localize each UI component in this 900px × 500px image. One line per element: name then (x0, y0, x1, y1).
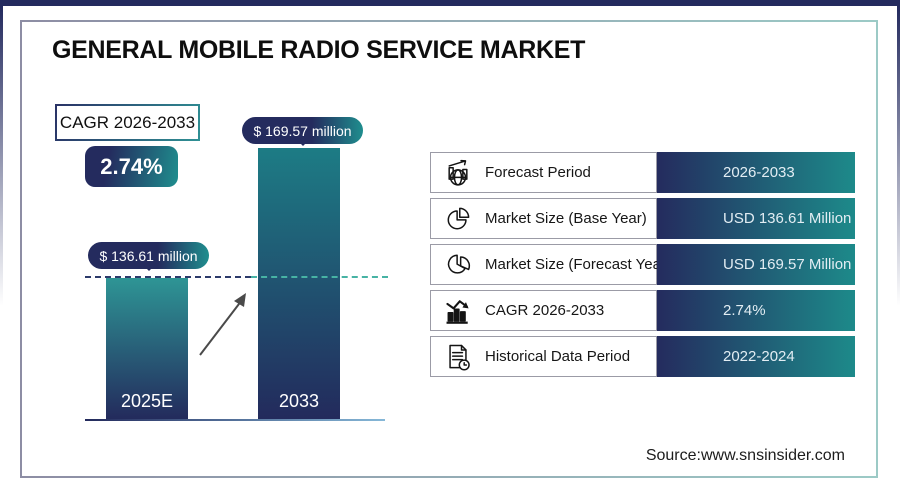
reference-dashed-line-left (85, 276, 251, 278)
table-row-value: 2.74% (657, 290, 855, 331)
table-row-value: 2022-2024 (657, 336, 855, 377)
bar-category-label: 2033 (278, 391, 320, 411)
bar-value-callout-2025: $ 136.61 million (88, 242, 209, 271)
table-row: Historical Data Period 2022-2024 (430, 336, 855, 377)
bar-value-callout-2033: $ 169.57 million (242, 117, 363, 146)
growth-arrow-icon (199, 293, 246, 356)
right-accent-edge (897, 6, 900, 306)
left-accent-edge (0, 6, 3, 306)
pie-chart-icon (442, 249, 474, 281)
table-row: CAGR 2026-2033 2.74% (430, 290, 855, 331)
table-row-label: CAGR 2026-2033 (485, 302, 605, 319)
table-row-value: USD 136.61 Million (657, 198, 855, 239)
bar-chart-trend-icon (442, 295, 474, 327)
table-row-label: Forecast Period (485, 164, 591, 181)
chart-baseline (85, 419, 385, 421)
pie-chart-icon (442, 203, 474, 235)
market-summary-table: Forecast Period 2026-2033 Market Size (B… (430, 152, 855, 377)
table-row: Forecast Period 2026-2033 (430, 152, 855, 193)
table-row-value: USD 169.57 Million (657, 244, 855, 285)
table-row-label: Market Size (Base Year) (485, 210, 647, 227)
globe-growth-icon (442, 157, 474, 189)
table-row-value: 2026-2033 (657, 152, 855, 193)
bar-2033: 2033 (258, 148, 340, 420)
page-title: GENERAL MOBILE RADIO SERVICE MARKET (52, 36, 586, 64)
reference-dashed-line-right (251, 276, 388, 278)
table-row-label: Market Size (Forecast Year) (485, 256, 671, 273)
bar-2025e: 2025E (106, 278, 188, 420)
bar-category-label: 2025E (120, 391, 174, 411)
table-row-label: Historical Data Period (485, 348, 631, 365)
table-row: Market Size (Base Year) USD 136.61 Milli… (430, 198, 855, 239)
table-row: Market Size (Forecast Year) USD 169.57 M… (430, 244, 855, 285)
cagr-period-box: CAGR 2026-2033 (55, 104, 200, 141)
document-clock-icon (442, 341, 474, 373)
cagr-value-badge: 2.74% (85, 146, 178, 187)
top-accent-bar (0, 0, 900, 6)
source-attribution: Source:www.snsinsider.com (645, 447, 845, 464)
